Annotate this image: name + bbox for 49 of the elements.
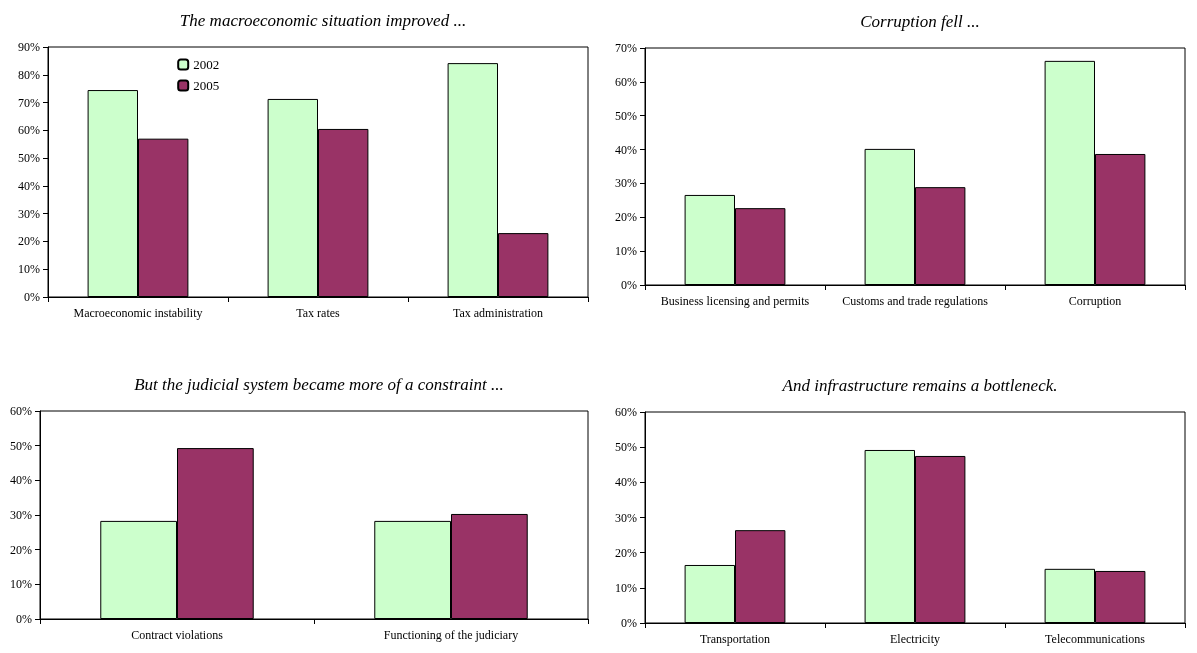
chart-title: The macroeconomic situation improved ...	[179, 11, 467, 30]
y-tick-label: 70%	[615, 41, 637, 55]
y-tick-label: 40%	[615, 475, 637, 490]
y-tick-label: 50%	[18, 151, 40, 166]
x-tick-label: Contract violations	[131, 628, 224, 642]
y-tick-label: 80%	[18, 67, 40, 82]
y-tick-label: 10%	[615, 580, 637, 595]
x-tick-label: Tax administration	[452, 306, 544, 320]
y-tick-label: 60%	[615, 74, 637, 89]
y-tick-label: 20%	[18, 234, 40, 249]
y-tick-label: 50%	[10, 438, 32, 453]
y-tick-label: 40%	[10, 473, 32, 488]
x-tick-label: Functioning of the judiciary	[383, 628, 519, 642]
y-tick-label: 10%	[18, 262, 40, 277]
legend-label: 2002	[193, 57, 220, 72]
x-tick-label: Telecommunications	[1045, 632, 1146, 646]
y-tick-label: 10%	[10, 577, 32, 592]
y-tick-label: 90%	[18, 40, 40, 54]
y-tick-label: 40%	[18, 178, 40, 193]
y-tick-label: 60%	[18, 123, 40, 138]
y-tick-label: 0%	[24, 290, 40, 304]
y-tick-label: 60%	[615, 405, 637, 419]
x-tick-label: Business licensing and permits	[660, 294, 810, 308]
chart-title: But the judicial system became more of a constraint ...	[134, 375, 504, 394]
y-tick-label: 0%	[621, 278, 637, 292]
y-tick-label: 30%	[10, 508, 32, 522]
x-tick-label: Corruption	[1068, 294, 1122, 308]
x-tick-label: Customs and trade regulations	[842, 294, 989, 308]
y-tick-label: 10%	[615, 244, 637, 259]
y-tick-label: 70%	[18, 95, 40, 110]
y-tick-label: 40%	[615, 142, 637, 157]
y-tick-label: 50%	[615, 440, 637, 455]
y-tick-label: 30%	[615, 176, 637, 191]
y-tick-label: 20%	[615, 210, 637, 225]
y-tick-label: 0%	[621, 616, 637, 630]
x-tick-label: Macroeconomic instability	[73, 306, 203, 320]
y-tick-label: 50%	[615, 108, 637, 123]
x-tick-label: Electricity	[890, 632, 940, 646]
x-tick-label: Tax rates	[296, 306, 341, 320]
chart-title: Corruption fell ...	[860, 12, 980, 31]
y-tick-label: 30%	[615, 510, 637, 525]
y-tick-label: 20%	[615, 545, 637, 560]
y-tick-label: 60%	[10, 404, 32, 418]
y-tick-label: 30%	[18, 206, 40, 221]
x-tick-label: Transportation	[699, 632, 771, 646]
legend-label: 2005	[193, 78, 220, 93]
y-tick-label: 20%	[10, 542, 32, 557]
y-tick-label: 0%	[16, 612, 32, 626]
chart-title: And infrastructure remains a bottleneck.	[781, 376, 1058, 395]
